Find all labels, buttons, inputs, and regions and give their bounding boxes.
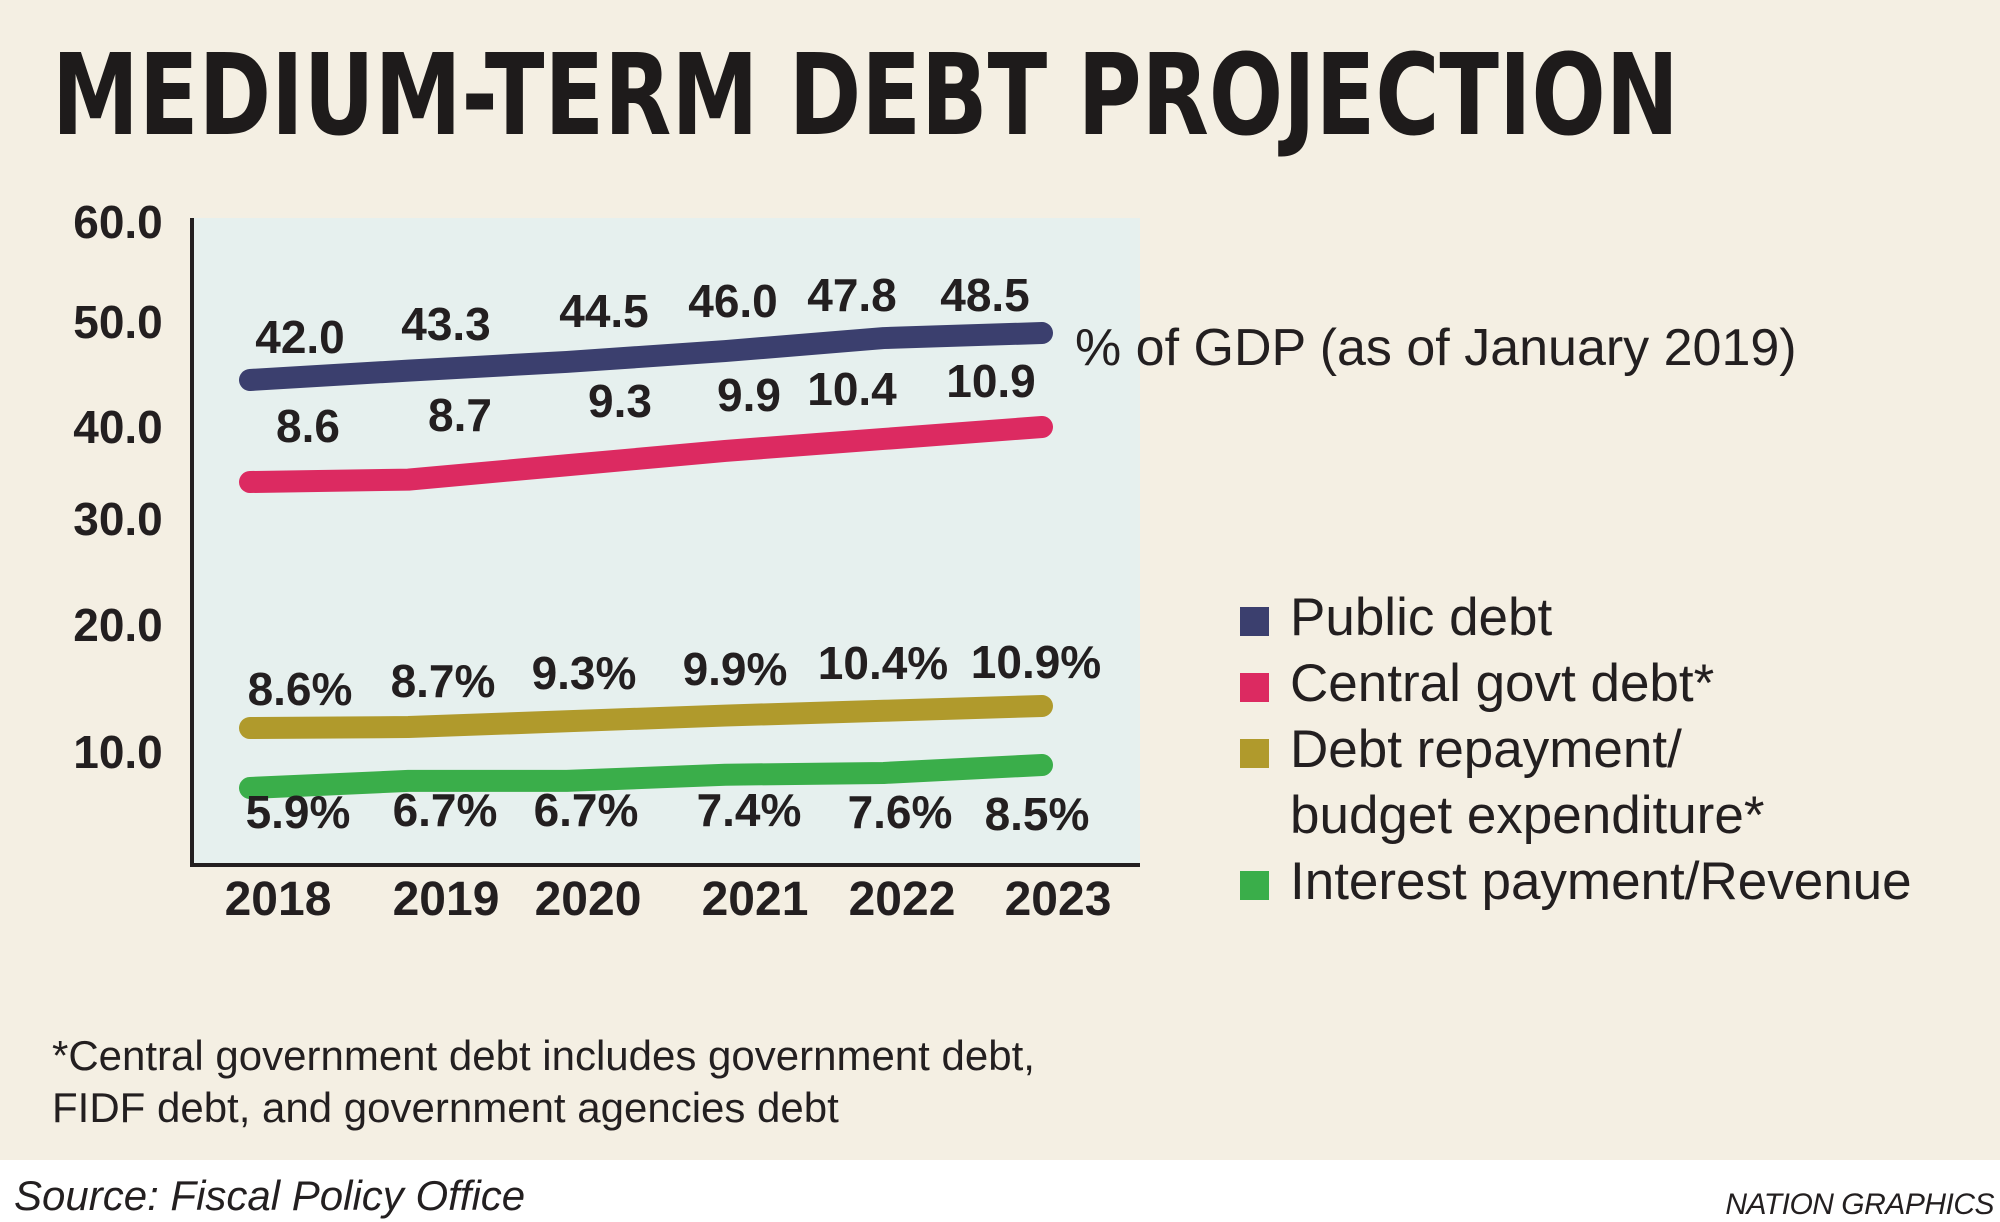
series-line-1 xyxy=(239,416,1053,493)
y-tick-label: 10.0 xyxy=(73,726,163,778)
data-label: 10.9% xyxy=(971,636,1101,688)
data-labels: 42.0 43.3 44.5 46.0 47.8 48.5 8.6 8.7 9.3 9.9 10.4… xyxy=(246,269,1102,840)
series-line-0 xyxy=(239,322,1053,391)
legend-label: Central govt debt* xyxy=(1290,654,1715,713)
x-axis-tick-labels: 2018 2019 2020 2021 2022 2023 xyxy=(225,873,1112,926)
data-label: 46.0 xyxy=(688,275,778,327)
series-line-3 xyxy=(239,754,1053,799)
x-tick-label: 2020 xyxy=(535,873,642,926)
data-label: 9.3 xyxy=(588,375,652,427)
y-tick-label: 60.0 xyxy=(73,196,163,248)
legend-swatch xyxy=(1240,739,1269,768)
legend-item-central-govt-debt: Central govt debt* xyxy=(1240,651,1912,717)
data-label: 8.7% xyxy=(391,655,496,707)
series-line-2 xyxy=(239,695,1053,739)
x-tick-label: 2021 xyxy=(702,873,809,926)
legend-item-debt-repayment: Debt repayment/ budget expenditure* xyxy=(1240,717,1912,849)
axes xyxy=(190,218,1140,867)
legend-item-public-debt: Public debt xyxy=(1240,585,1912,651)
data-label: 6.7% xyxy=(393,784,498,836)
graphics-credit: NATION GRAPHICS xyxy=(1725,1188,1994,1221)
data-label: 8.7 xyxy=(428,389,492,441)
legend: Public debt Central govt debt* Debt repa… xyxy=(1240,585,1912,915)
legend-label: Debt repayment/ budget expenditure* xyxy=(1290,720,1765,845)
y-axis-tick-labels: 60.0 50.0 40.0 30.0 20.0 10.0 xyxy=(73,196,163,778)
chart-title: MEDIUM-TERM DEBT PROJECTION xyxy=(52,31,1679,161)
data-label: 43.3 xyxy=(401,298,491,350)
y-tick-label: 30.0 xyxy=(73,493,163,545)
source-note: Source: Fiscal Policy Office xyxy=(14,1172,526,1219)
data-label: 9.9 xyxy=(717,369,781,421)
source-band xyxy=(0,1160,2000,1222)
x-tick-label: 2023 xyxy=(1005,873,1112,926)
data-label: 5.9% xyxy=(246,786,351,838)
x-tick-label: 2022 xyxy=(849,873,956,926)
x-tick-label: 2018 xyxy=(225,873,332,926)
data-label: 10.4% xyxy=(818,637,948,689)
data-label: 10.4 xyxy=(807,363,897,415)
legend-item-interest-payment: Interest payment/Revenue xyxy=(1240,849,1912,915)
series-lines xyxy=(239,322,1053,799)
footnote: *Central government debt includes govern… xyxy=(52,1032,1035,1131)
data-label: 10.9 xyxy=(946,355,1036,407)
data-label: 8.6% xyxy=(248,663,353,715)
data-label: 8.5% xyxy=(985,788,1090,840)
data-label: 6.7% xyxy=(534,784,639,836)
chart-subtitle: % of GDP (as of January 2019) xyxy=(1075,319,1797,377)
legend-swatch xyxy=(1240,871,1269,900)
y-tick-label: 40.0 xyxy=(73,401,163,453)
legend-swatch xyxy=(1240,607,1269,636)
data-label: 7.4% xyxy=(697,784,802,836)
data-label: 48.5 xyxy=(940,269,1030,321)
data-label: 8.6 xyxy=(276,400,340,452)
data-label: 7.6% xyxy=(848,786,953,838)
y-tick-label: 50.0 xyxy=(73,296,163,348)
legend-label: Public debt xyxy=(1290,588,1553,647)
legend-swatch xyxy=(1240,673,1269,702)
legend-label: Interest payment/Revenue xyxy=(1290,852,1912,911)
y-tick-label: 20.0 xyxy=(73,599,163,651)
data-label: 44.5 xyxy=(559,285,649,337)
data-label: 9.9% xyxy=(683,643,788,695)
data-label: 42.0 xyxy=(255,311,345,363)
data-label: 9.3% xyxy=(532,647,637,699)
data-label: 47.8 xyxy=(807,269,897,321)
x-tick-label: 2019 xyxy=(393,873,500,926)
